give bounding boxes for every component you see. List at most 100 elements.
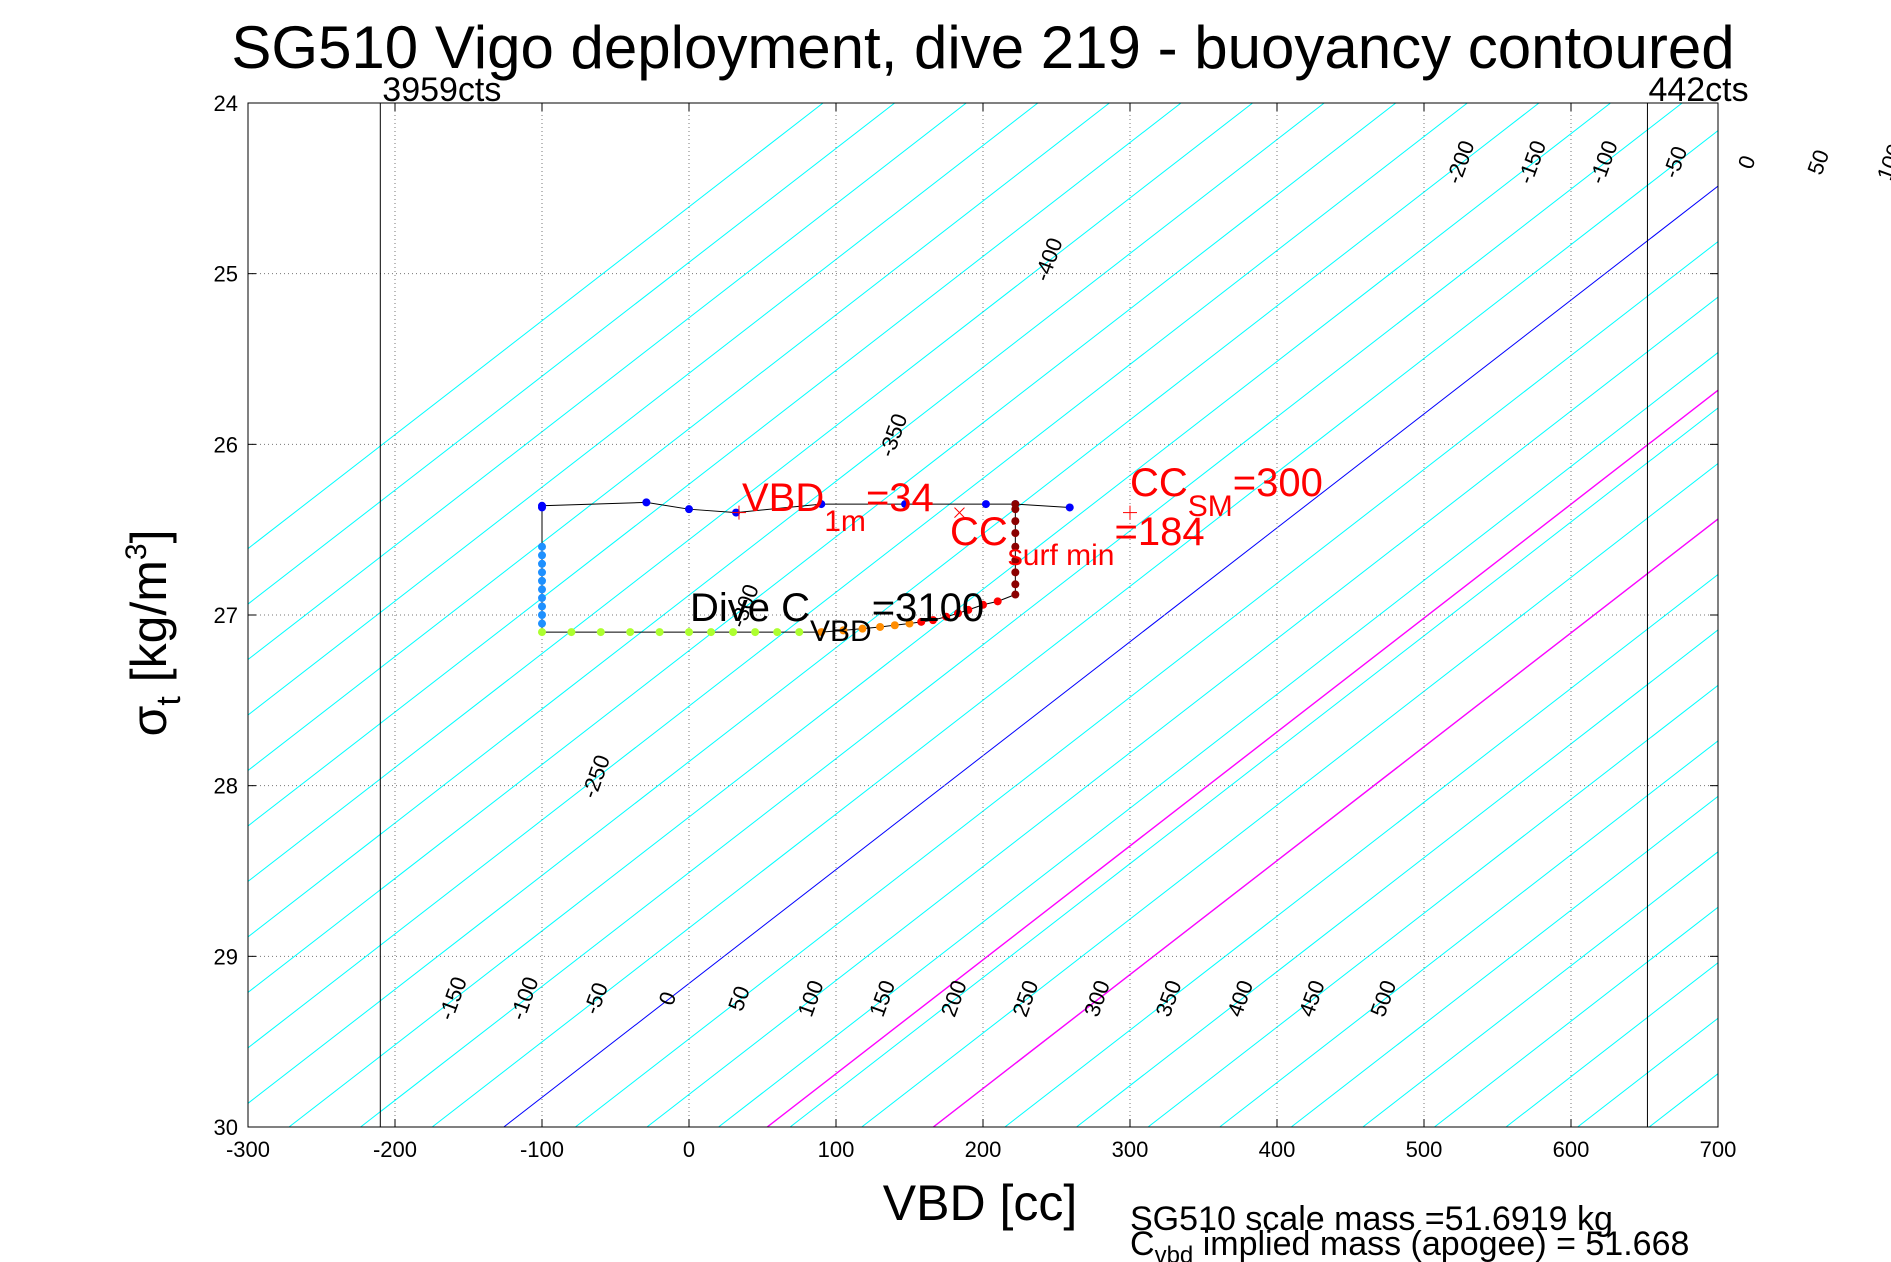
contour-label: -100 bbox=[505, 973, 544, 1023]
y-label-units: [kg/m bbox=[121, 560, 177, 696]
contour-label: 450 bbox=[1294, 977, 1330, 1020]
contour-line bbox=[789, 407, 1718, 1127]
contour-label: -150 bbox=[1513, 137, 1552, 187]
contour-label: 350 bbox=[1150, 977, 1186, 1020]
y-label-sub: t bbox=[150, 696, 188, 706]
trace-point bbox=[817, 628, 826, 637]
contour-label: 0 bbox=[654, 988, 682, 1008]
x-tick-label: -300 bbox=[226, 1137, 270, 1162]
cc-surf-min-annotation-marker bbox=[954, 507, 965, 518]
trace-point bbox=[707, 628, 716, 637]
contour-label: 400 bbox=[1222, 977, 1258, 1020]
contour-line bbox=[360, 103, 1683, 1127]
contour-label: 300 bbox=[1079, 977, 1115, 1020]
trace-point bbox=[795, 628, 804, 637]
trace-point bbox=[596, 628, 605, 637]
trace-point bbox=[964, 605, 973, 614]
x-tick-label: 200 bbox=[965, 1137, 1002, 1162]
y-tick-label: 25 bbox=[214, 262, 238, 287]
trace-point bbox=[685, 628, 693, 637]
contour-label: -150 bbox=[433, 973, 472, 1023]
trace-point bbox=[538, 602, 546, 611]
axis-ticks: -300 -200 -100 0 100 200 300 400 500 600 700242526… bbox=[214, 91, 1737, 1162]
contour-line bbox=[1147, 684, 1718, 1127]
trace-point bbox=[1011, 500, 1020, 509]
y-tick-label: 30 bbox=[214, 1115, 238, 1140]
footer-c-sub: vbd bbox=[1155, 1242, 1194, 1262]
y-axis-label: σt [kg/m3] bbox=[120, 529, 188, 736]
trace-point bbox=[567, 628, 576, 637]
trace-point bbox=[538, 628, 546, 637]
contour-line bbox=[248, 103, 1325, 938]
contour-label: -50 bbox=[579, 979, 613, 1017]
trace-point bbox=[1065, 503, 1074, 512]
trace-point bbox=[538, 593, 546, 602]
trace-point bbox=[773, 628, 782, 637]
contour-line bbox=[248, 103, 1397, 993]
contour-label: 250 bbox=[1007, 977, 1043, 1020]
trace-point bbox=[1011, 529, 1020, 538]
contour-label: 200 bbox=[936, 977, 972, 1020]
cc-surf-min-annotation: CCsurf min=184 bbox=[950, 510, 1205, 572]
trace-point bbox=[942, 612, 951, 621]
trace-point bbox=[890, 621, 899, 630]
footer-implied-mass: Cvbd implied mass (apogee) = 51.668 bbox=[1130, 1225, 1689, 1262]
cc-sm-annotation: CCSM=300 bbox=[1130, 461, 1323, 523]
y-label-sup: 3 bbox=[120, 543, 153, 560]
contour-label: -250 bbox=[576, 752, 615, 802]
trace-point bbox=[538, 611, 546, 619]
y-tick-label: 28 bbox=[214, 774, 238, 799]
dive-cvbd-annotation: Dive CVBD=3100 bbox=[690, 586, 984, 648]
contour-label: -350 bbox=[874, 410, 913, 460]
contour-line bbox=[248, 103, 1468, 1049]
contour-line bbox=[248, 103, 1540, 1104]
trace-line-top bbox=[541, 501, 1070, 514]
contour-line bbox=[861, 462, 1718, 1127]
y-tick-label: 24 bbox=[214, 91, 238, 116]
trace-point bbox=[642, 498, 651, 507]
trace-point bbox=[979, 600, 987, 609]
trace-point bbox=[1011, 556, 1020, 565]
chart-title: SG510 Vigo deployment, dive 219 - buoyan… bbox=[231, 14, 1734, 81]
trace-point bbox=[839, 626, 848, 635]
vbd-1m-annotation: VBD1m=34 bbox=[742, 476, 934, 538]
trace-point bbox=[876, 622, 885, 631]
trace-point bbox=[538, 576, 546, 585]
trace-point bbox=[1011, 568, 1020, 577]
footer-c: C bbox=[1130, 1225, 1155, 1262]
highlight-contour-line bbox=[932, 518, 1718, 1127]
highlight-contour-line bbox=[766, 389, 1718, 1127]
trace-point bbox=[981, 500, 990, 509]
x-axis-label: VBD [cc] bbox=[883, 1175, 1077, 1231]
footer-scale-mass: SG510 scale mass =51.6919 kg bbox=[1130, 1200, 1613, 1238]
dive-trace bbox=[538, 498, 1074, 637]
contour-label: 150 bbox=[864, 977, 900, 1020]
footer-implied-text: implied mass (apogee) = 51.668 bbox=[1193, 1225, 1689, 1262]
contour-label: -200 bbox=[1441, 137, 1480, 187]
contour-label: 100 bbox=[1872, 141, 1891, 184]
y-tick-label: 26 bbox=[214, 432, 238, 457]
trace-point bbox=[917, 617, 926, 626]
trace-point bbox=[538, 551, 546, 560]
trace-point bbox=[1011, 580, 1020, 589]
trace-point bbox=[1011, 517, 1020, 526]
x-tick-label: 500 bbox=[1406, 1137, 1443, 1162]
contour-line bbox=[646, 296, 1718, 1127]
contour-line bbox=[248, 103, 895, 605]
x-tick-label: 0 bbox=[683, 1137, 695, 1162]
trace-point bbox=[538, 501, 546, 510]
trace-point bbox=[929, 616, 938, 625]
contour-line bbox=[248, 103, 824, 550]
trace-point bbox=[817, 500, 826, 509]
y-label-sigma: σ bbox=[121, 706, 177, 737]
contour-line bbox=[248, 103, 967, 661]
x-tick-label: 300 bbox=[1112, 1137, 1149, 1162]
contour-line bbox=[248, 103, 1182, 827]
y-tick-label: 29 bbox=[214, 944, 238, 969]
contour-label: -100 bbox=[1584, 137, 1623, 187]
contour-labels: -200 -150 -100 -50 0 50 100 150 200 250 300 350 400 4… bbox=[433, 137, 1891, 1023]
x-tick-label: 600 bbox=[1553, 1137, 1590, 1162]
trace-point bbox=[1011, 590, 1020, 599]
trace-point bbox=[626, 628, 635, 637]
